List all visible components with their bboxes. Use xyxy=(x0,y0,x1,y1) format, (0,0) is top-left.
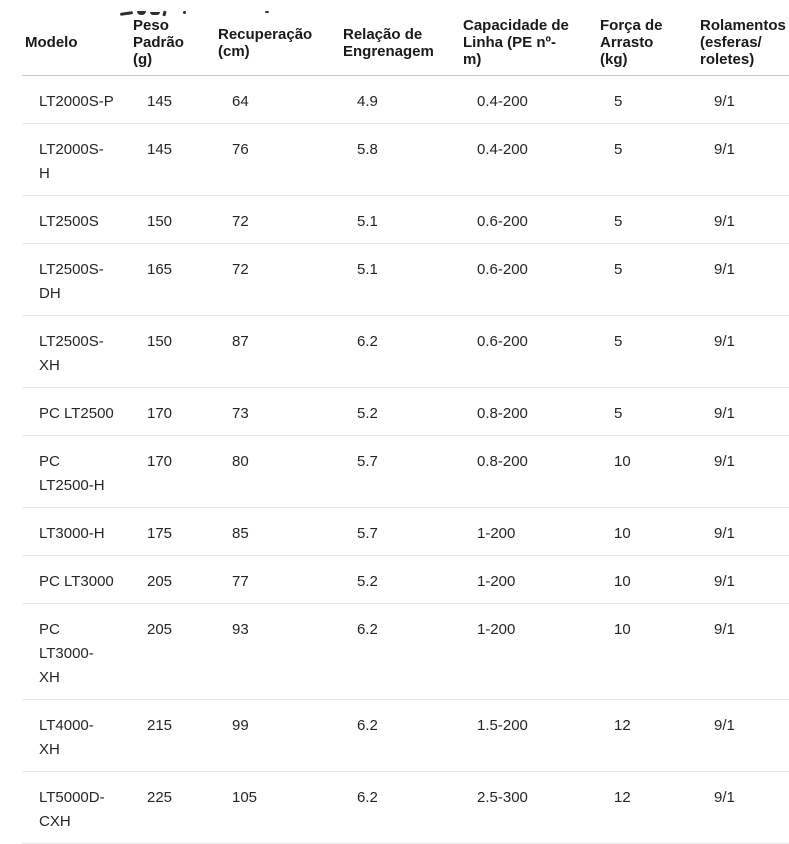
cell-rolamentos: 9/1 xyxy=(697,555,789,604)
cell-recuperacao: 99 xyxy=(215,699,340,772)
cell-rolamentos: 9/1 xyxy=(697,603,789,700)
cell-relacao: 6.2 xyxy=(340,603,460,700)
cell-forca: 5 xyxy=(597,123,697,196)
cell-modelo: LT2000S- H xyxy=(22,123,130,196)
cell-forca: 5 xyxy=(597,387,697,436)
cell-recuperacao: 72 xyxy=(215,243,340,316)
cell-capacidade: 1-200 xyxy=(460,603,597,700)
cell-capacidade: 0.6-200 xyxy=(460,315,597,388)
cell-forca: 10 xyxy=(597,555,697,604)
cell-relacao: 5.8 xyxy=(340,123,460,196)
cell-relacao: 5.2 xyxy=(340,387,460,436)
cell-forca: 5 xyxy=(597,75,697,124)
cell-capacidade: 1-200 xyxy=(460,555,597,604)
cell-recuperacao: 80 xyxy=(215,435,340,508)
cell-forca: 5 xyxy=(597,195,697,244)
cell-recuperacao: 85 xyxy=(215,507,340,556)
header-row: Modelo Peso Padrão (g) Recuperação (cm) … xyxy=(22,10,789,76)
cell-peso: 170 xyxy=(130,435,215,508)
cell-peso: 170 xyxy=(130,387,215,436)
cell-modelo: LT2500S- XH xyxy=(22,315,130,388)
cell-modelo: PC LT3000 xyxy=(22,555,130,604)
page: { "colors": { "background": "#ffffff", "… xyxy=(0,10,789,844)
cell-forca: 10 xyxy=(597,603,697,700)
table-row: PC LT3000- XH 205 93 6.2 1-200 10 9/1 xyxy=(22,603,789,700)
cell-rolamentos: 9/1 xyxy=(697,387,789,436)
cell-rolamentos: 9/1 xyxy=(697,243,789,316)
cell-recuperacao: 72 xyxy=(215,195,340,244)
col-header-relacao-engrenagem: Relação de Engrenagem xyxy=(340,10,460,76)
col-header-modelo: Modelo xyxy=(22,10,130,76)
table-row: LT4000- XH 215 99 6.2 1.5-200 12 9/1 xyxy=(22,699,789,772)
col-header-peso-padrao: Peso Padrão (g) xyxy=(130,10,215,76)
cell-capacidade: 0.8-200 xyxy=(460,435,597,508)
cell-modelo: LT2500S- DH xyxy=(22,243,130,316)
cell-rolamentos: 9/1 xyxy=(697,195,789,244)
cell-rolamentos: 9/1 xyxy=(697,75,789,124)
cell-relacao: 5.1 xyxy=(340,243,460,316)
cell-forca: 10 xyxy=(597,435,697,508)
col-header-recuperacao: Recuperação (cm) xyxy=(215,10,340,76)
cell-modelo: LT2000S-P xyxy=(22,75,130,124)
cell-relacao: 5.7 xyxy=(340,507,460,556)
cell-peso: 215 xyxy=(130,699,215,772)
cell-capacidade: 1-200 xyxy=(460,507,597,556)
cell-peso: 165 xyxy=(130,243,215,316)
table-row: LT3000-H 175 85 5.7 1-200 10 9/1 xyxy=(22,507,789,556)
table-row: LT2500S 150 72 5.1 0.6-200 5 9/1 xyxy=(22,195,789,244)
cell-modelo: LT3000-H xyxy=(22,507,130,556)
cell-rolamentos: 9/1 xyxy=(697,315,789,388)
col-header-capacidade-linha: Capacidade de Linha (PE nº- m) xyxy=(460,10,597,76)
cell-forca: 12 xyxy=(597,699,697,772)
cell-modelo: PC LT2500-H xyxy=(22,435,130,508)
cell-peso: 150 xyxy=(130,315,215,388)
cell-relacao: 5.1 xyxy=(340,195,460,244)
cell-recuperacao: 73 xyxy=(215,387,340,436)
cell-forca: 5 xyxy=(597,243,697,316)
cell-peso: 145 xyxy=(130,123,215,196)
reel-spec-table: Modelo Peso Padrão (g) Recuperação (cm) … xyxy=(22,10,789,844)
clipped-text-fragment xyxy=(0,10,789,17)
table-row: LT2000S-P 145 64 4.9 0.4-200 5 9/1 xyxy=(22,75,789,124)
cell-capacidade: 0.6-200 xyxy=(460,243,597,316)
cell-peso: 150 xyxy=(130,195,215,244)
col-header-forca-arrasto: Força de Arrasto (kg) xyxy=(597,10,697,76)
cell-relacao: 6.2 xyxy=(340,699,460,772)
cell-forca: 5 xyxy=(597,315,697,388)
cell-rolamentos: 9/1 xyxy=(697,699,789,772)
cell-relacao: 4.9 xyxy=(340,75,460,124)
table-row: LT2000S- H 145 76 5.8 0.4-200 5 9/1 xyxy=(22,123,789,196)
cell-recuperacao: 64 xyxy=(215,75,340,124)
cell-rolamentos: 9/1 xyxy=(697,435,789,508)
cell-recuperacao: 87 xyxy=(215,315,340,388)
cell-capacidade: 0.4-200 xyxy=(460,123,597,196)
cell-peso: 145 xyxy=(130,75,215,124)
cell-capacidade: 0.4-200 xyxy=(460,75,597,124)
table-row: LT2500S- XH 150 87 6.2 0.6-200 5 9/1 xyxy=(22,315,789,388)
cell-relacao: 5.2 xyxy=(340,555,460,604)
cell-modelo: PC LT3000- XH xyxy=(22,603,130,700)
cell-peso: 175 xyxy=(130,507,215,556)
cell-recuperacao: 76 xyxy=(215,123,340,196)
table-row: LT2500S- DH 165 72 5.1 0.6-200 5 9/1 xyxy=(22,243,789,316)
cell-peso: 205 xyxy=(130,603,215,700)
table-row: PC LT3000 205 77 5.2 1-200 10 9/1 xyxy=(22,555,789,604)
cell-modelo: LT2500S xyxy=(22,195,130,244)
cell-capacidade: 1.5-200 xyxy=(460,699,597,772)
cell-modelo: PC LT2500 xyxy=(22,387,130,436)
table-row: PC LT2500-H 170 80 5.7 0.8-200 10 9/1 xyxy=(22,435,789,508)
cell-peso: 205 xyxy=(130,555,215,604)
col-header-rolamentos: Rolamentos (esferas/ roletes) xyxy=(697,10,789,76)
cell-recuperacao: 77 xyxy=(215,555,340,604)
cell-rolamentos: 9/1 xyxy=(697,507,789,556)
cell-relacao: 6.2 xyxy=(340,315,460,388)
cell-modelo: LT4000- XH xyxy=(22,699,130,772)
cell-relacao: 5.7 xyxy=(340,435,460,508)
cell-recuperacao: 93 xyxy=(215,603,340,700)
cell-capacidade: 0.6-200 xyxy=(460,195,597,244)
cell-forca: 10 xyxy=(597,507,697,556)
cell-rolamentos: 9/1 xyxy=(697,123,789,196)
table-row: PC LT2500 170 73 5.2 0.8-200 5 9/1 xyxy=(22,387,789,436)
cell-capacidade: 0.8-200 xyxy=(460,387,597,436)
